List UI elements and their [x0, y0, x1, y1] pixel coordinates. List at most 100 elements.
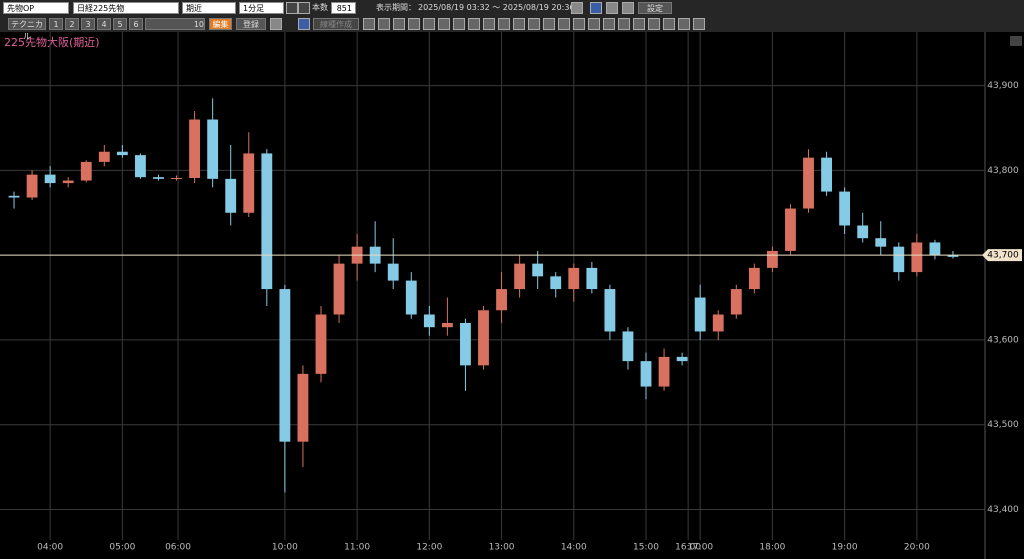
contract-select[interactable]: 期近 — [182, 2, 236, 14]
slot-button[interactable]: 5 — [113, 18, 127, 30]
toolbar-row-2: テクニカル 1 2 3 4 5 6 10 編集 登録 線種作成 — [0, 16, 1024, 41]
icon[interactable] — [543, 18, 555, 30]
period-label: 表示期間： — [376, 3, 416, 12]
y-tick-label: 43,600 — [987, 335, 1019, 345]
candle-body — [478, 310, 489, 366]
icon[interactable] — [590, 2, 602, 14]
slot-button[interactable]: 3 — [81, 18, 95, 30]
icon[interactable] — [678, 18, 690, 30]
icon[interactable] — [618, 18, 630, 30]
icon[interactable] — [423, 18, 435, 30]
count-input[interactable]: 851 — [331, 2, 356, 14]
candle-body — [640, 361, 652, 387]
candle-body — [441, 322, 453, 328]
candle-body — [243, 153, 255, 213]
x-tick-label: 10:00 — [272, 543, 298, 553]
candle-body — [694, 297, 706, 332]
icon[interactable] — [378, 18, 390, 30]
icon[interactable] — [606, 2, 618, 14]
draw-tool[interactable]: 線種作成 — [313, 18, 359, 30]
edit-button[interactable]: 編集 — [209, 18, 232, 30]
market-select[interactable]: 先物OP — [3, 2, 69, 14]
toolbar-row-1: 先物OP 日経225先物 期近 1分足 本数 851 表示期間： 2025/08… — [0, 0, 1024, 16]
candle-body — [748, 267, 760, 290]
candle-body — [387, 263, 399, 281]
candle-body — [821, 157, 832, 192]
register-button[interactable]: 登録 — [236, 18, 266, 30]
candle-body — [875, 238, 887, 247]
icon[interactable] — [603, 18, 615, 30]
candle-body — [80, 161, 92, 181]
candle-body — [947, 255, 959, 257]
prev-button[interactable] — [286, 2, 298, 14]
technical-button[interactable]: テクニカル — [8, 18, 46, 41]
icon[interactable] — [622, 2, 634, 14]
candle-body — [26, 174, 38, 198]
icon[interactable] — [453, 18, 465, 30]
candle-body — [857, 225, 869, 239]
icon[interactable] — [693, 18, 705, 30]
slot-button[interactable]: 6 — [129, 18, 143, 30]
candle-body — [586, 267, 598, 290]
icon[interactable] — [270, 18, 282, 30]
count-label: 本数 — [312, 3, 328, 12]
candle-body — [44, 174, 56, 184]
period: 2025/08/19 03:32 ～ 2025/08/19 20:36 — [418, 3, 575, 12]
x-tick-label: 20:00 — [904, 543, 930, 553]
candle-body — [785, 208, 796, 251]
candle-body — [676, 356, 688, 362]
x-tick-label: 06:00 — [165, 543, 191, 553]
icon[interactable] — [528, 18, 540, 30]
candle-body — [460, 322, 471, 366]
candle-body — [423, 314, 435, 328]
x-tick-label: 16:00 — [675, 543, 701, 553]
slot-button[interactable]: 1 — [49, 18, 63, 30]
icon[interactable] — [633, 18, 645, 30]
icon[interactable] — [573, 18, 585, 30]
next-button[interactable] — [298, 2, 310, 14]
icon[interactable] — [298, 18, 310, 30]
icon[interactable] — [363, 18, 375, 30]
current-price-label: 43,700 — [987, 251, 1019, 261]
candle-body — [766, 250, 778, 268]
icon[interactable] — [468, 18, 480, 30]
candle-body — [604, 289, 616, 332]
icon[interactable] — [498, 18, 510, 30]
candle-body — [730, 289, 742, 315]
icon[interactable] — [558, 18, 570, 30]
candle-body — [929, 242, 941, 256]
collapse-button[interactable] — [1010, 36, 1022, 46]
slot-button[interactable]: 4 — [97, 18, 111, 30]
y-tick-label: 43,500 — [987, 420, 1019, 430]
slot-button[interactable]: 2 — [65, 18, 79, 30]
y-tick-label: 43,800 — [987, 166, 1019, 176]
candle-body — [893, 246, 905, 273]
candle-body — [712, 314, 724, 332]
icon[interactable] — [663, 18, 675, 30]
current-price-tag — [982, 249, 1022, 262]
icon[interactable] — [408, 18, 420, 30]
settings-button[interactable]: 設定 — [638, 2, 672, 14]
candle-body — [803, 157, 814, 209]
x-tick-label: 18:00 — [759, 543, 785, 553]
candle-body — [98, 151, 110, 162]
icon[interactable] — [438, 18, 450, 30]
candle-body — [622, 331, 634, 362]
symbol-select[interactable]: 日経225先物 — [73, 2, 179, 14]
icon[interactable] — [588, 18, 600, 30]
candle-body — [405, 280, 417, 315]
icon[interactable] — [393, 18, 405, 30]
slot-button[interactable]: 10 — [145, 18, 205, 30]
y-tick-label: 43,400 — [987, 505, 1019, 515]
interval-select[interactable]: 1分足 — [239, 2, 284, 14]
candle-body — [568, 267, 580, 290]
icon[interactable] — [483, 18, 495, 30]
candle-body — [8, 195, 20, 198]
icon[interactable] — [513, 18, 525, 30]
icon[interactable] — [648, 18, 660, 30]
x-tick-label: 04:00 — [37, 543, 63, 553]
icon[interactable] — [571, 2, 583, 14]
x-tick-label: 17:00 — [687, 543, 713, 553]
